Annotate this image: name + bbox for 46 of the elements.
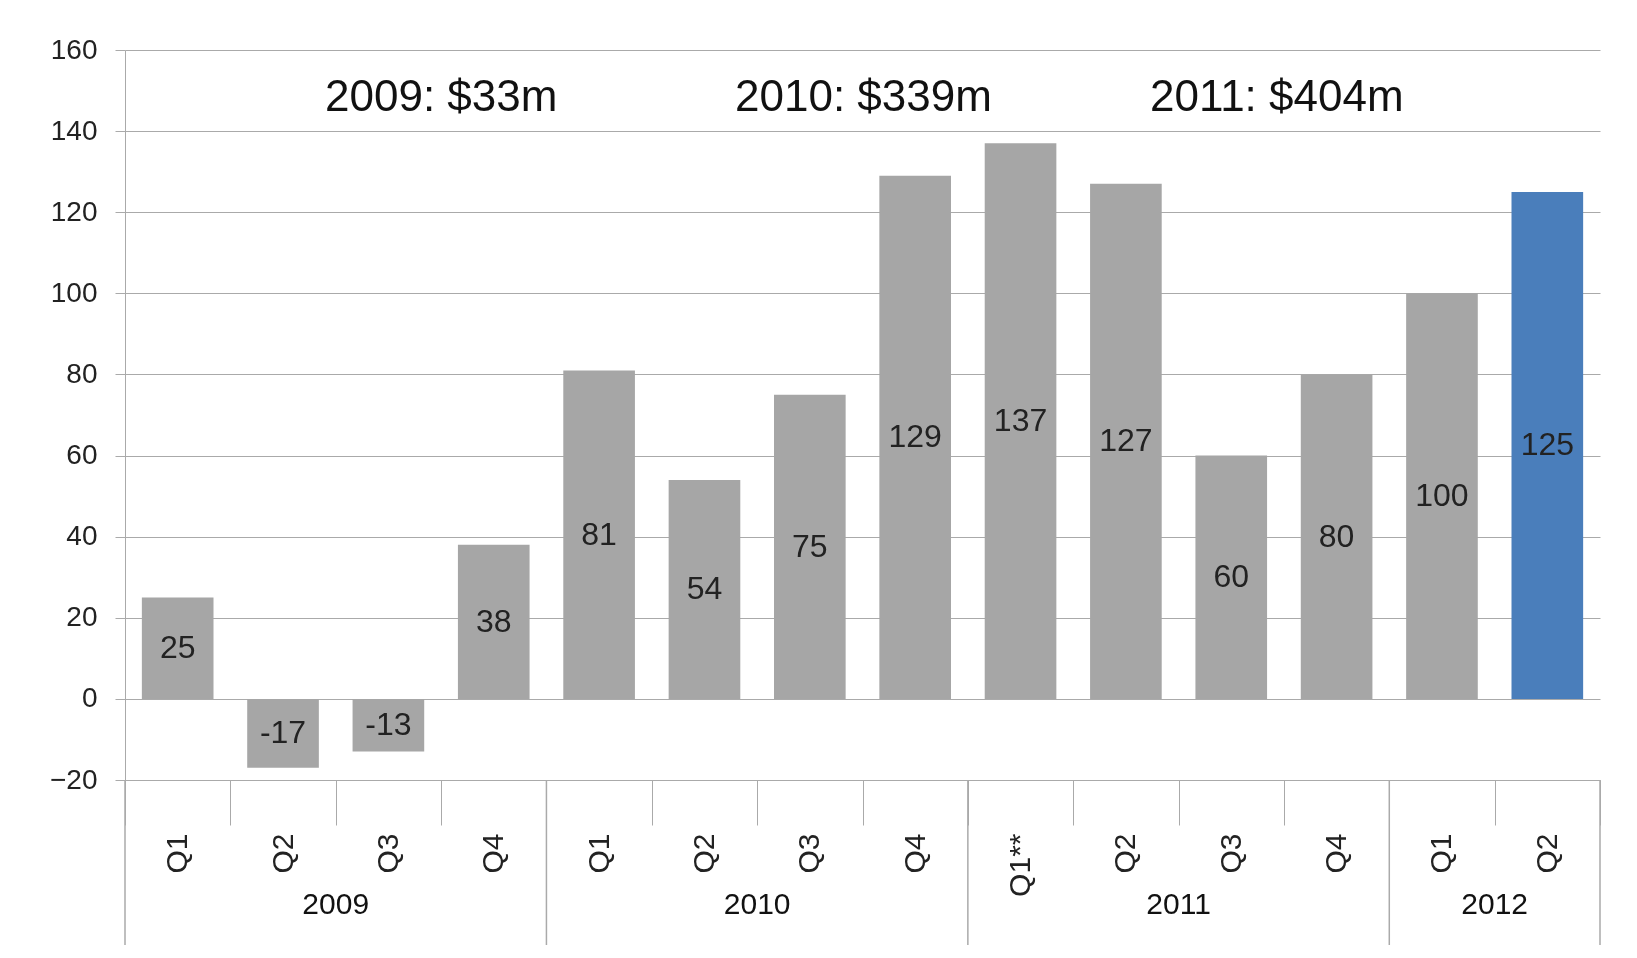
- text: 2012: [1461, 887, 1529, 920]
- x-tick-label: Q2: [686, 833, 720, 874]
- data-label: 100: [1415, 477, 1469, 514]
- x-tick-label: Q4: [897, 833, 931, 874]
- data-label: -13: [365, 706, 412, 743]
- text: 2009: [302, 887, 370, 920]
- y-tick-label: 60: [66, 439, 98, 471]
- data-label: 38: [475, 602, 512, 639]
- x-tick-label: Q1: [581, 833, 615, 874]
- x-tick-label: Q2: [1108, 833, 1142, 874]
- data-label: 127: [1099, 422, 1153, 459]
- annotation: 2010: $339m: [735, 71, 992, 120]
- data-label: 129: [888, 418, 942, 455]
- annotation: 2009: $33m: [325, 71, 558, 120]
- data-label: 25: [159, 629, 196, 666]
- x-tick-label: Q4: [476, 833, 510, 874]
- y-tick-label: 140: [50, 114, 98, 146]
- data-label: -17: [259, 714, 307, 751]
- x-tick-label: Q1: [160, 833, 194, 874]
- x-tick-label: Q1: [1424, 833, 1458, 874]
- bar: [1511, 191, 1584, 699]
- x-tick-label: Q1**: [1003, 833, 1037, 897]
- x-tick-label: Q3: [370, 833, 404, 874]
- text: 2011: [1146, 887, 1211, 920]
- x-tick-label: Q3: [1213, 833, 1247, 874]
- data-label: 137: [993, 402, 1048, 439]
- y-tick-label: 20: [66, 601, 98, 633]
- y-tick-label: 40: [66, 520, 98, 552]
- y-tick-label: −20: [50, 763, 98, 795]
- data-label: 125: [1520, 426, 1575, 463]
- x-tick-label: Q2: [1529, 833, 1563, 874]
- y-tick-label: 120: [50, 195, 98, 227]
- data-label: 54: [686, 570, 723, 607]
- x-tick-label: Q4: [1319, 833, 1353, 874]
- data-label: 80: [1318, 517, 1355, 554]
- data-label: 81: [581, 515, 617, 552]
- y-tick-label: 160: [50, 33, 98, 65]
- annotation: 2011: $404m: [1150, 71, 1404, 120]
- y-tick-label: 0: [81, 682, 98, 714]
- y-tick-label: 80: [66, 357, 98, 389]
- data-label: 60: [1213, 558, 1250, 595]
- x-tick-label: Q2: [265, 833, 299, 874]
- y-tick-label: 100: [50, 276, 98, 308]
- text: 2010: [723, 887, 791, 920]
- x-tick-label: Q3: [792, 833, 826, 874]
- data-label: 75: [792, 527, 828, 564]
